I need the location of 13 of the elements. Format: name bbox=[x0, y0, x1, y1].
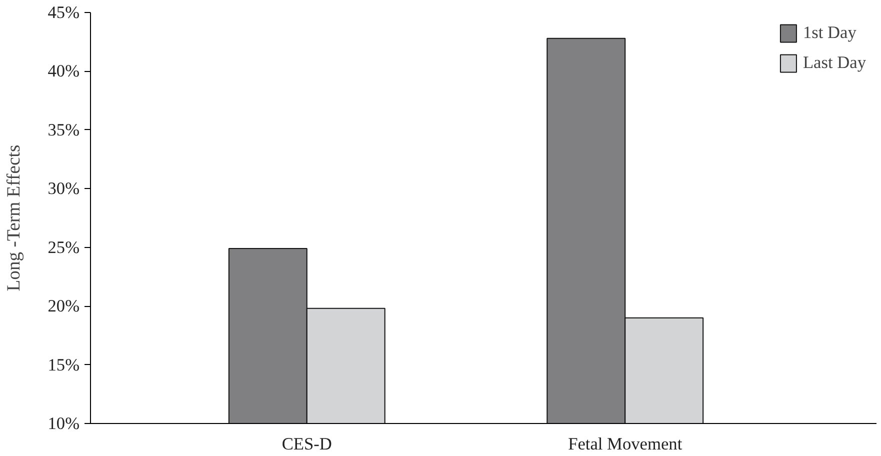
y-tick-label: 35% bbox=[48, 120, 80, 140]
y-tick-label: 10% bbox=[48, 414, 80, 433]
y-tick-label: 30% bbox=[48, 179, 80, 198]
y-tick-label: 45% bbox=[48, 3, 80, 22]
x-tick-label: CES-D bbox=[282, 434, 332, 454]
y-tick-label: 20% bbox=[48, 296, 80, 316]
y-axis-title: Long -Term Effects bbox=[4, 144, 25, 292]
y-tick-label: 15% bbox=[48, 355, 80, 374]
legend-label: 1st Day bbox=[802, 23, 856, 43]
legend-label: Last Day bbox=[802, 53, 866, 73]
x-tick-label: Fetal Movement bbox=[568, 434, 682, 454]
y-tick-label: 25% bbox=[48, 238, 80, 257]
y-tick-label: 40% bbox=[48, 62, 80, 81]
